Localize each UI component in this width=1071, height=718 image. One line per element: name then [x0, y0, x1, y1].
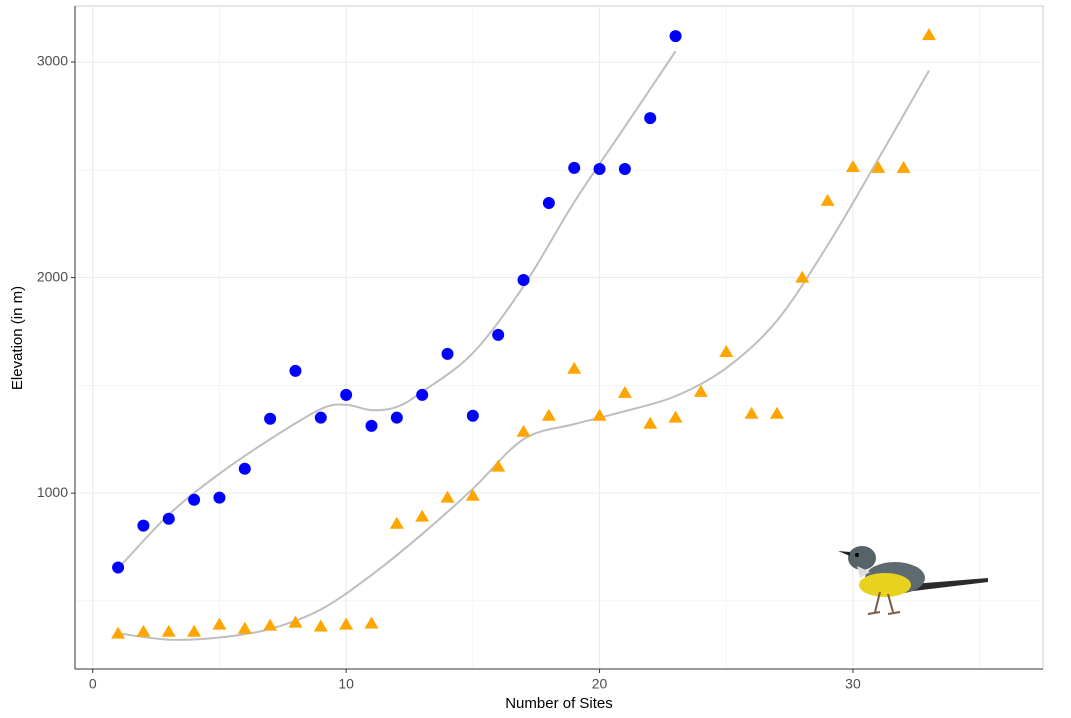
point	[162, 625, 176, 637]
point	[770, 407, 784, 419]
point	[213, 492, 225, 504]
point	[897, 161, 911, 173]
x-tick-label: 30	[845, 676, 861, 692]
y-tick-label: 3000	[37, 53, 68, 69]
point	[543, 197, 555, 209]
point	[340, 389, 352, 401]
point	[643, 417, 657, 429]
page: {"chart_data": { "type": "scatter", "x_l…	[0, 0, 1071, 718]
point	[619, 163, 631, 175]
point	[568, 162, 580, 174]
point	[669, 411, 683, 423]
point	[238, 622, 252, 634]
point	[567, 362, 581, 374]
point	[593, 409, 607, 421]
point	[111, 627, 125, 639]
x-tick-label: 0	[89, 676, 97, 692]
point	[390, 517, 404, 529]
point	[517, 425, 531, 437]
chart: Number of Sites Elevation (in m) 0 10 20 30…	[0, 0, 1071, 718]
point	[136, 625, 150, 637]
point	[264, 413, 276, 425]
y-tick-label: 2000	[37, 268, 68, 284]
point	[821, 194, 835, 206]
y-tick-label: 1000	[37, 484, 68, 500]
point	[163, 513, 175, 525]
point	[364, 617, 378, 629]
point	[518, 274, 530, 286]
point	[491, 460, 505, 472]
point	[137, 520, 149, 532]
trend-line	[118, 51, 675, 568]
point	[441, 491, 455, 503]
x-tick-label: 10	[338, 676, 354, 692]
point	[492, 329, 504, 341]
point	[239, 463, 251, 475]
point	[339, 618, 353, 630]
point	[112, 561, 124, 573]
bird-illustration	[838, 546, 988, 614]
point	[670, 30, 682, 42]
point	[263, 619, 277, 631]
point	[365, 420, 377, 432]
y-axis-title: Elevation (in m)	[9, 286, 26, 390]
point	[644, 112, 656, 124]
point	[922, 28, 936, 40]
point	[315, 412, 327, 424]
point	[188, 494, 200, 506]
point	[618, 386, 632, 398]
point	[391, 412, 403, 424]
point	[415, 510, 429, 522]
point	[416, 389, 428, 401]
point	[467, 410, 479, 422]
point	[289, 365, 301, 377]
trend-line	[118, 71, 929, 640]
point	[187, 625, 201, 637]
point	[719, 345, 733, 357]
x-axis-title: Number of Sites	[505, 695, 613, 712]
point	[442, 348, 454, 360]
point	[212, 618, 226, 630]
point	[846, 160, 860, 172]
point	[745, 407, 759, 419]
point	[314, 620, 328, 632]
point	[542, 409, 556, 421]
x-tick-label: 20	[592, 676, 608, 692]
point	[594, 163, 606, 175]
